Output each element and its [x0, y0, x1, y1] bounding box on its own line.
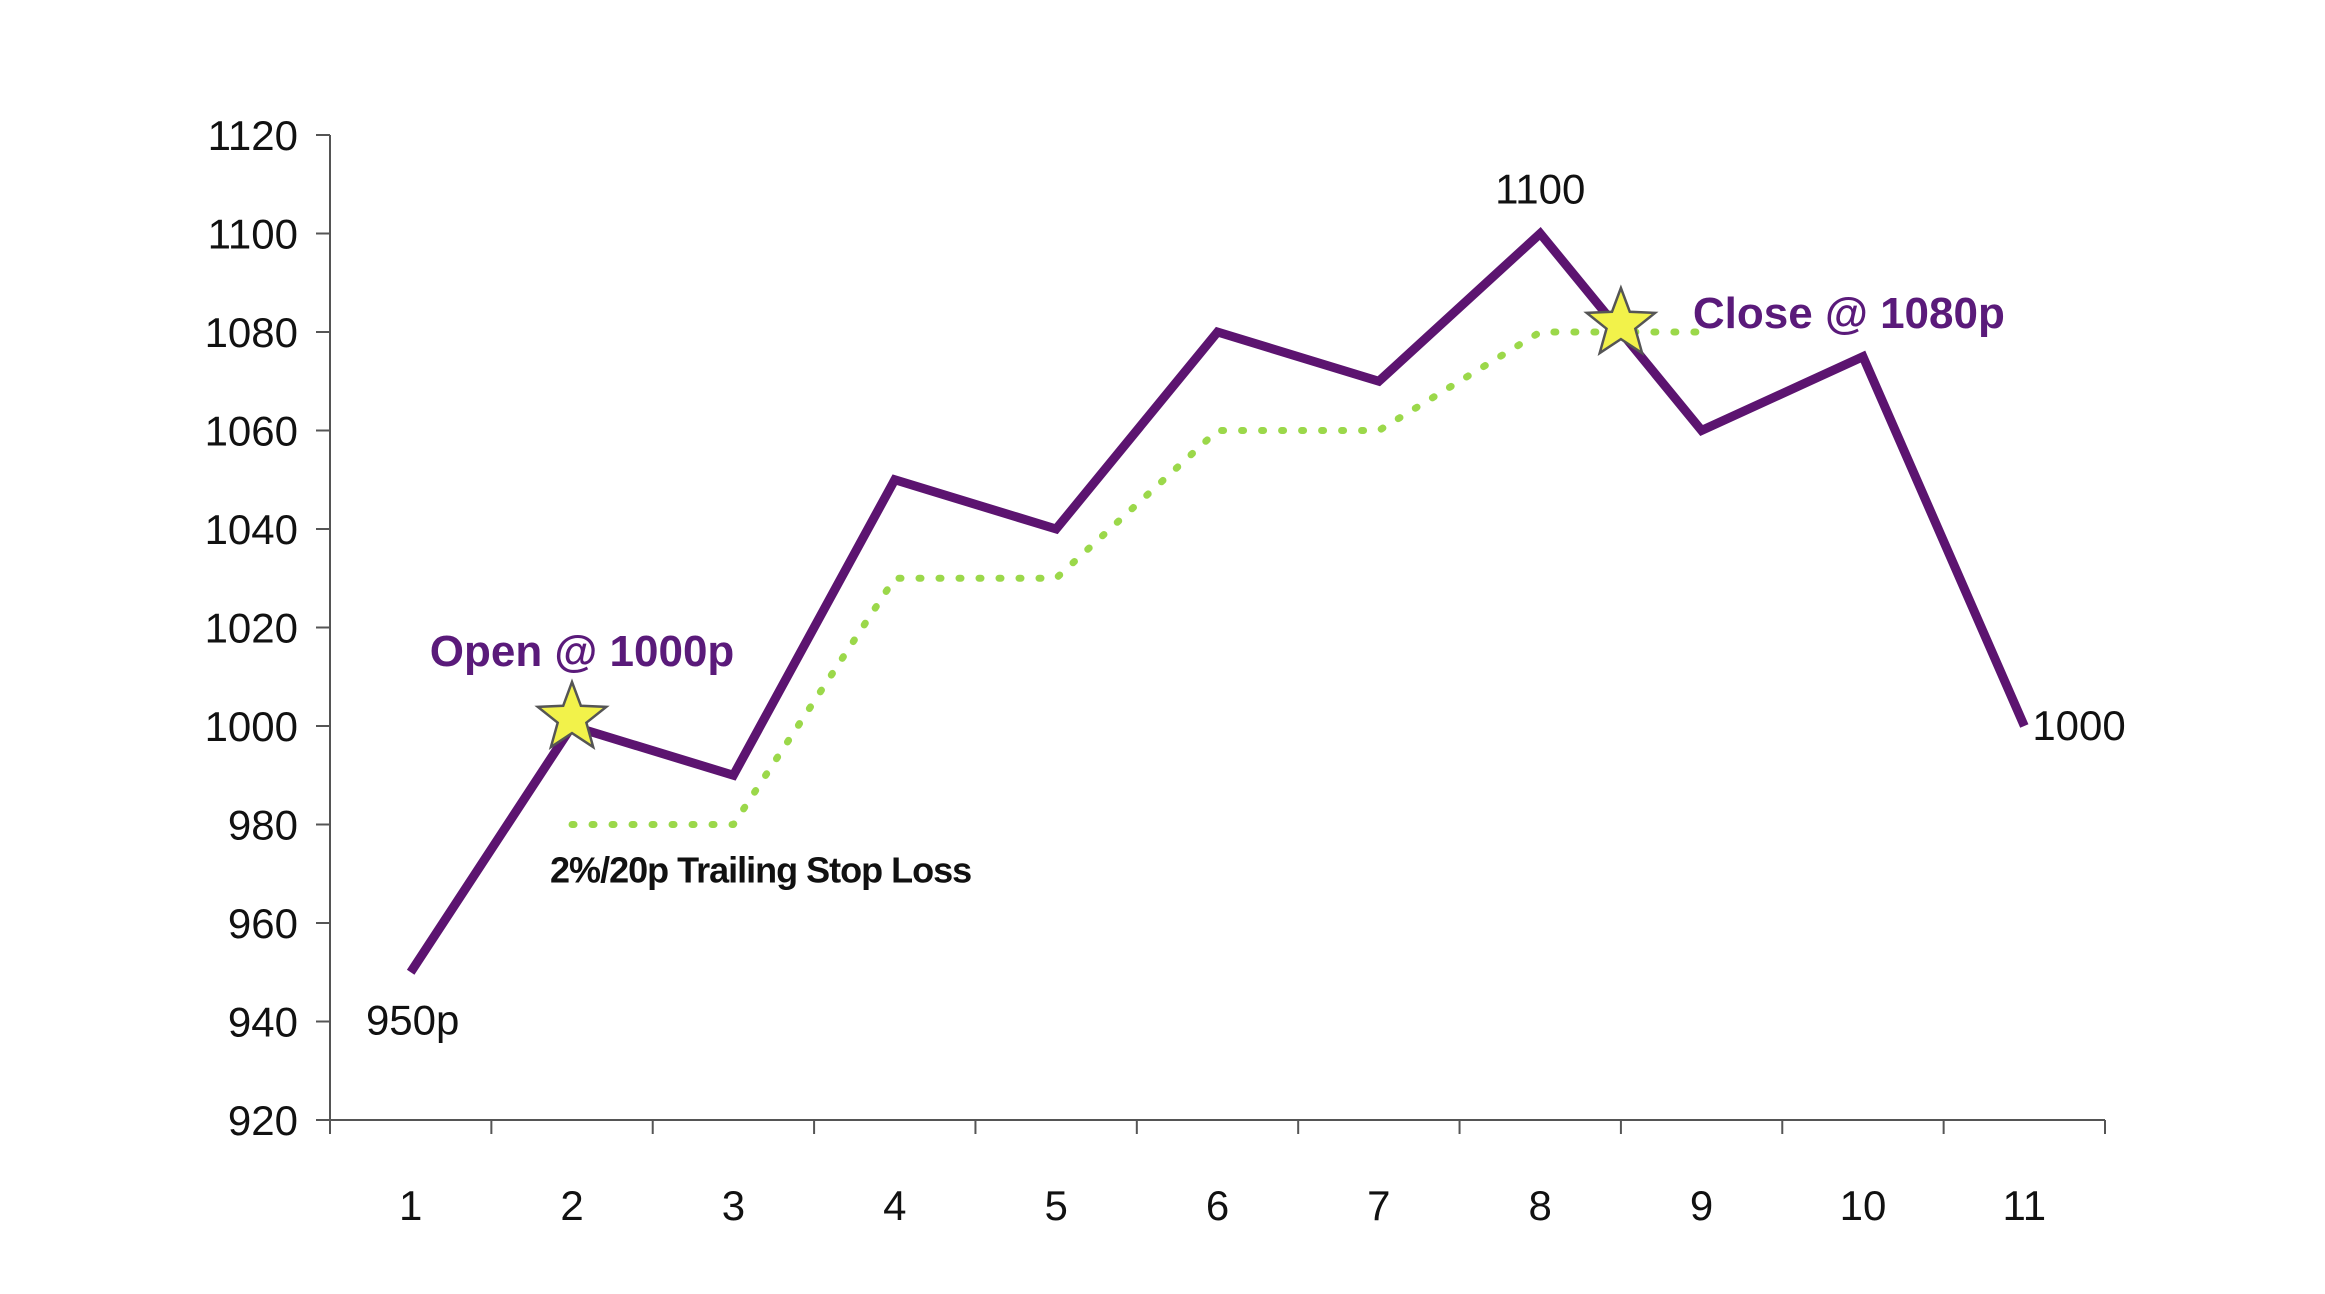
y-tick-label: 1060: [205, 408, 298, 455]
close-star-icon: [1583, 284, 1659, 356]
end-price-label: 1000: [2032, 702, 2125, 749]
y-tick-label: 1120: [208, 112, 298, 159]
x-axis-ticks: 1 2 3 4 5 6 7 8 9 10 11: [329, 1120, 2106, 1229]
trailing-stop-line: [568, 328, 1706, 828]
y-tick-label: 1020: [205, 605, 298, 652]
x-tick-label: 2: [560, 1182, 583, 1229]
y-tick-label: 1100: [208, 211, 298, 258]
close-annotation: Close @ 1080p: [1693, 289, 2005, 338]
y-tick-label: 1080: [205, 309, 298, 356]
x-tick-label: 6: [1206, 1182, 1229, 1229]
x-tick-label: 5: [1044, 1182, 1067, 1229]
x-tick-label: 3: [722, 1182, 745, 1229]
y-tick-label: 1000: [205, 703, 298, 750]
price-line: [406, 226, 2029, 975]
x-tick-label: 10: [1840, 1182, 1887, 1229]
trailing-stop-label: 2%/20p Trailing Stop Loss: [550, 850, 971, 891]
x-tick-label: 7: [1367, 1182, 1390, 1229]
x-tick-label: 1: [399, 1182, 422, 1229]
y-axis-ticks: 920 940 960 980 1000 1020 1040 1060 1080 1100 1120: [205, 112, 330, 1144]
peak-price-label: 1100: [1495, 166, 1585, 213]
x-tick-label: 9: [1690, 1182, 1713, 1229]
open-star-icon: [534, 678, 610, 750]
y-tick-label: 920: [228, 1097, 298, 1144]
open-annotation: Open @ 1000p: [430, 627, 735, 676]
x-tick-label: 11: [2003, 1182, 2047, 1229]
series-layer: [406, 226, 2029, 975]
y-tick-label: 1040: [205, 506, 298, 553]
y-tick-label: 980: [228, 802, 298, 849]
labels-layer: 950p 1100 1000 Open @ 1000p Close @ 1080p 2%/…: [366, 166, 2126, 1044]
x-tick-label: 4: [883, 1182, 906, 1229]
x-tick-label: 8: [1529, 1182, 1552, 1229]
y-tick-label: 960: [228, 900, 298, 947]
y-tick-label: 940: [228, 999, 298, 1046]
start-price-label: 950p: [366, 996, 459, 1043]
